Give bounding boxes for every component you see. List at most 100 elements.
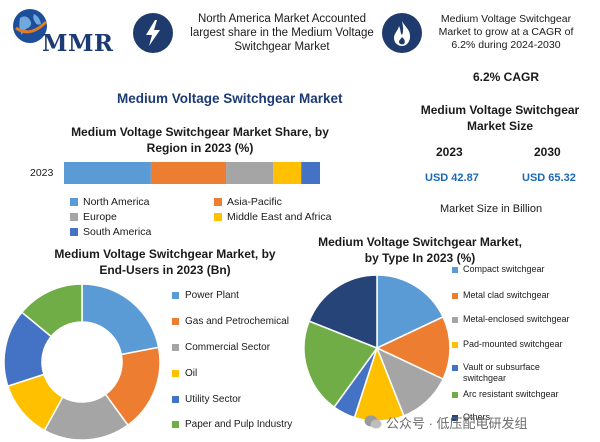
legend-swatch xyxy=(452,293,458,299)
region-chart-title-line: Region in 2023 (%) xyxy=(146,141,254,155)
legend-label: Asia-Pacific xyxy=(227,196,282,208)
type-chart-title-line: by Type In 2023 (%) xyxy=(364,251,476,265)
note-right: Medium Voltage Switchgear Market to grow… xyxy=(420,13,592,52)
legend-north-america: North America xyxy=(70,196,150,208)
enduser-chart-title: Medium Voltage Switchgear Market, by End… xyxy=(20,246,310,278)
legend-label: Pad-mounted switchgear xyxy=(463,339,563,349)
enduser-legend-gas-petrochemical: Gas and Petrochemical xyxy=(172,316,289,327)
legend-swatch xyxy=(452,392,458,398)
legend-middle-east-africa: Middle East and Africa xyxy=(214,211,331,223)
region-chart-title: Medium Voltage Switchgear Market Share, … xyxy=(40,124,360,156)
type-pie-chart xyxy=(303,274,451,422)
region-bar-segment-2 xyxy=(226,162,274,184)
enduser-legend-power-plant: Power Plant xyxy=(172,290,239,301)
market-size-title-line: Medium Voltage Switchgear xyxy=(420,103,580,117)
region-bar-segment-0 xyxy=(64,162,151,184)
enduser-legend-oil: Oil xyxy=(172,368,197,379)
legend-label: Middle East and Africa xyxy=(227,211,332,223)
legend-label: Metal clad switchgear xyxy=(463,290,550,300)
enduser-legend-paper-pulp: Paper and Pulp Industry xyxy=(172,419,292,430)
type-chart-title-line: Medium Voltage Switchgear Market, xyxy=(318,235,522,249)
legend-swatch xyxy=(172,292,179,299)
region-chart-title-line: Medium Voltage Switchgear Market Share, … xyxy=(71,125,329,139)
type-slice-0 xyxy=(376,274,445,350)
region-stacked-bar xyxy=(64,162,320,184)
enduser-chart-title-line: End-Users in 2023 (Bn) xyxy=(99,263,231,277)
legend-swatch xyxy=(172,396,179,403)
type-chart-title: Medium Voltage Switchgear Market, by Typ… xyxy=(310,234,530,266)
legend-asia-pacific: Asia-Pacific xyxy=(214,196,282,208)
legend-europe: Europe xyxy=(70,211,117,223)
page-title: Medium Voltage Switchgear Market xyxy=(117,91,343,106)
wechat-icon xyxy=(364,415,382,429)
legend-label: Vault or subsurface switchgear xyxy=(463,362,540,383)
enduser-chart-title-line: Medium Voltage Switchgear Market, by xyxy=(54,247,276,261)
legend-label: Commercial Sector xyxy=(185,342,271,353)
market-size-title: Medium Voltage Switchgear Market Size xyxy=(400,102,600,134)
flame-icon xyxy=(382,13,422,53)
type-legend-compact: Compact switchgear xyxy=(452,264,592,275)
type-slice-6 xyxy=(308,274,378,350)
note-right-line: Market to grow at a CAGR of xyxy=(438,26,574,38)
region-bar-segment-1 xyxy=(150,162,227,184)
legend-label: Gas and Petrochemical xyxy=(185,316,289,327)
enduser-donut-chart xyxy=(3,283,161,441)
legend-swatch xyxy=(452,342,458,348)
region-bar-segment-4 xyxy=(301,162,320,184)
value-2023: USD 42.87 xyxy=(425,172,479,184)
type-legend-others: Others xyxy=(452,412,592,423)
watermark-text: 公众号 · 低压配电研发组 xyxy=(386,415,528,431)
note-left-line: Switchgear Market xyxy=(234,41,330,53)
legend-swatch xyxy=(70,228,78,236)
legend-label: Paper and Pulp Industry xyxy=(185,419,293,430)
legend-label: South America xyxy=(83,226,152,238)
enduser-slice-5 xyxy=(20,283,83,338)
type-legend-arc-resistant: Arc resistant switchgear xyxy=(452,389,592,400)
logo-text: MMR xyxy=(42,30,114,57)
legend-swatch xyxy=(452,317,458,323)
legend-label: Europe xyxy=(83,211,117,223)
watermark: 公众号 · 低压配电研发组 xyxy=(364,412,596,432)
legend-south-america: South America xyxy=(70,226,151,238)
note-right-line: 6.2% during 2024-2030 xyxy=(451,39,561,51)
legend-label: Power Plant xyxy=(185,290,239,301)
legend-swatch xyxy=(214,213,222,221)
type-legend-metal-clad: Metal clad switchgear xyxy=(452,290,592,301)
region-category-label: 2023 xyxy=(30,167,54,179)
enduser-legend-utility-sector: Utility Sector xyxy=(172,394,241,405)
lightning-icon xyxy=(133,13,173,53)
legend-label: Oil xyxy=(185,368,198,379)
legend-swatch xyxy=(172,421,179,428)
legend-swatch xyxy=(452,267,458,273)
legend-label: Utility Sector xyxy=(185,394,242,405)
type-slice-1 xyxy=(375,315,451,381)
type-legend-metal-enclosed: Metal-enclosed switchgear xyxy=(452,314,592,325)
note-left: North America Market Accounted largest s… xyxy=(176,12,388,54)
enduser-slice-0 xyxy=(81,283,160,356)
legend-swatch xyxy=(172,318,179,325)
logo: MMR xyxy=(8,4,120,64)
note-right-line: Medium Voltage Switchgear xyxy=(440,13,572,25)
note-left-line: largest share in the Medium Voltage xyxy=(190,27,374,39)
legend-swatch xyxy=(70,213,78,221)
legend-label: Arc resistant switchgear xyxy=(463,389,559,399)
type-legend-vault: Vault or subsurface switchgear xyxy=(452,362,572,384)
year-2023: 2023 xyxy=(436,145,463,159)
legend-swatch xyxy=(172,370,179,377)
legend-swatch xyxy=(452,415,458,421)
legend-swatch xyxy=(70,198,78,206)
legend-swatch xyxy=(172,344,179,351)
value-2030: USD 65.32 xyxy=(522,172,576,184)
market-size-caption: Market Size in Billion xyxy=(440,203,543,215)
type-slice-5 xyxy=(303,320,379,409)
type-legend-pad-mounted: Pad-mounted switchgear xyxy=(452,339,592,350)
year-2030: 2030 xyxy=(534,145,561,159)
enduser-legend-commercial-sector: Commercial Sector xyxy=(172,342,270,353)
legend-label: North America xyxy=(83,196,150,208)
legend-swatch xyxy=(452,365,458,371)
market-size-title-line: Market Size xyxy=(466,119,534,133)
legend-label: Compact switchgear xyxy=(463,264,545,274)
legend-label: Metal-enclosed switchgear xyxy=(463,314,570,324)
cagr-label: 6.2% CAGR xyxy=(472,70,540,84)
legend-swatch xyxy=(214,198,222,206)
